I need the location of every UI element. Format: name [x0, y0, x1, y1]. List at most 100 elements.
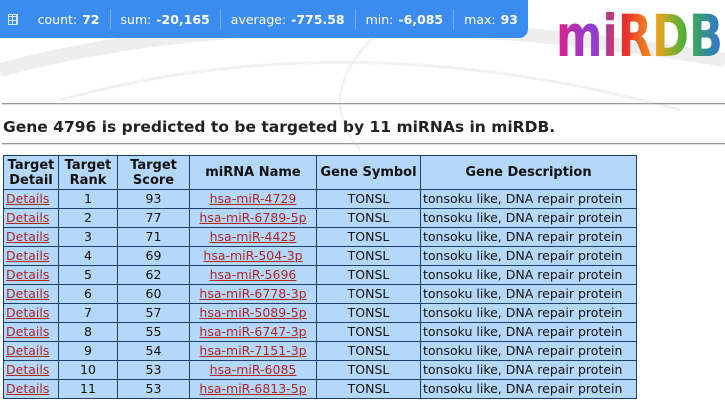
table-cell: hsa-miR-4729: [189, 189, 317, 209]
cell-text: 77: [145, 210, 162, 225]
cell-text: 6: [84, 286, 92, 301]
table-cell: TONSL: [316, 360, 421, 380]
mirna-link[interactable]: hsa-miR-6085: [209, 362, 297, 377]
details-link[interactable]: Details: [6, 191, 50, 206]
table-body: Details 1 93 hsa-miR-4729 TONSL tonsoku like,…: [3, 189, 637, 399]
cell-text: tonsoku like, DNA repair protein: [423, 248, 623, 263]
column-header: Target Rank: [58, 155, 118, 190]
table-cell: tonsoku like, DNA repair protein: [420, 360, 637, 380]
mirna-link[interactable]: hsa-miR-5696: [209, 267, 297, 282]
details-link[interactable]: Details: [6, 324, 50, 339]
status-value: -775.58: [291, 11, 345, 27]
table-cell: 69: [117, 246, 190, 266]
table-cell: 77: [117, 208, 190, 228]
cell-text: tonsoku like, DNA repair protein: [423, 305, 623, 320]
table-cell: 11: [58, 379, 118, 399]
table-row: Details 10 53 hsa-miR-6085 TONSL tonsoku like…: [3, 360, 637, 380]
details-link[interactable]: Details: [6, 381, 50, 396]
table-cell: TONSL: [316, 227, 421, 247]
table-cell: 8: [58, 322, 118, 342]
table-cell: 6: [58, 284, 118, 304]
cell-text: 5: [84, 267, 92, 282]
column-header: Target Score: [117, 155, 190, 190]
status-label: sum:: [120, 11, 152, 27]
logo-text: miRDB: [556, 2, 723, 64]
column-header: Gene Symbol: [316, 155, 421, 190]
heading: Gene 4796 is predicted to be targeted by…: [3, 118, 556, 136]
table-row: Details 1 93 hsa-miR-4729 TONSL tonsoku like,…: [3, 189, 637, 209]
column-header: miRNA Name: [189, 155, 317, 190]
cell-text: 57: [145, 305, 162, 320]
cell-text: TONSL: [347, 305, 390, 320]
table-cell: 62: [117, 265, 190, 285]
table-cell: 55: [117, 322, 190, 342]
status-item: min: -6,085: [356, 9, 455, 29]
table-cell: Details: [3, 246, 59, 266]
table-cell: 53: [117, 379, 190, 399]
mirna-link[interactable]: hsa-miR-6747-3p: [199, 324, 307, 339]
cell-text: tonsoku like, DNA repair protein: [423, 324, 623, 339]
table-cell: 2: [58, 208, 118, 228]
table-cell: Details: [3, 379, 59, 399]
mirna-link[interactable]: hsa-miR-5089-5p: [199, 305, 307, 320]
table-cell: hsa-miR-504-3p: [189, 246, 317, 266]
cell-text: 93: [145, 191, 162, 206]
table-cell: Details: [3, 284, 59, 304]
details-link[interactable]: Details: [6, 286, 50, 301]
table-cell: TONSL: [316, 284, 421, 304]
table-cell: TONSL: [316, 322, 421, 342]
status-value: 72: [82, 11, 100, 27]
cell-text: 8: [84, 324, 92, 339]
details-link[interactable]: Details: [6, 248, 50, 263]
cell-text: TONSL: [347, 324, 390, 339]
table-cell: TONSL: [316, 265, 421, 285]
details-link[interactable]: Details: [6, 229, 50, 244]
table-row: Details 4 69 hsa-miR-504-3p TONSL tonsoku lik…: [3, 246, 637, 266]
table-cell: hsa-miR-5696: [189, 265, 317, 285]
table-cell: 7: [58, 303, 118, 323]
cell-text: 10: [80, 362, 96, 377]
details-link[interactable]: Details: [6, 362, 50, 377]
table-cell: hsa-miR-6085: [189, 360, 317, 380]
table-cell: tonsoku like, DNA repair protein: [420, 246, 637, 266]
table-row: Details 3 71 hsa-miR-4425 TONSL tonsoku like,…: [3, 227, 637, 247]
status-bar: count: 72 sum: -20,165 average: -775.58 min: -6…: [0, 0, 528, 38]
table-cell: 3: [58, 227, 118, 247]
cell-text: TONSL: [347, 229, 390, 244]
status-label: max:: [464, 11, 496, 27]
mirna-link[interactable]: hsa-miR-6778-3p: [199, 286, 307, 301]
cell-text: 9: [84, 343, 92, 358]
table-cell: tonsoku like, DNA repair protein: [420, 284, 637, 304]
table-cell: hsa-miR-6747-3p: [189, 322, 317, 342]
mirna-link[interactable]: hsa-miR-504-3p: [203, 248, 303, 263]
table-cell: TONSL: [316, 341, 421, 361]
table-cell: 71: [117, 227, 190, 247]
details-link[interactable]: Details: [6, 210, 50, 225]
cell-text: TONSL: [347, 343, 390, 358]
cell-text: 1: [84, 191, 92, 206]
mirna-link[interactable]: hsa-miR-7151-3p: [199, 343, 307, 358]
header-row: Target Detail Target Rank Target Score miRN…: [3, 155, 637, 190]
mirna-link[interactable]: hsa-miR-6813-5p: [199, 381, 307, 396]
status-value: 93: [500, 11, 518, 27]
details-link[interactable]: Details: [6, 343, 50, 358]
table-row: Details 8 55 hsa-miR-6747-3p TONSL tonsoku li…: [3, 322, 637, 342]
table-row: Details 5 62 hsa-miR-5696 TONSL tonsoku like,…: [3, 265, 637, 285]
status-label: average:: [230, 11, 287, 27]
table-cell: TONSL: [316, 246, 421, 266]
cell-text: tonsoku like, DNA repair protein: [423, 229, 623, 244]
details-link[interactable]: Details: [6, 305, 50, 320]
table-cell: TONSL: [316, 189, 421, 209]
mirna-link[interactable]: hsa-miR-6789-5p: [199, 210, 307, 225]
table-cell: tonsoku like, DNA repair protein: [420, 265, 637, 285]
cell-text: TONSL: [347, 248, 390, 263]
mirna-link[interactable]: hsa-miR-4425: [209, 229, 297, 244]
cell-text: tonsoku like, DNA repair protein: [423, 267, 623, 282]
column-header: Gene Description: [420, 155, 637, 190]
details-link[interactable]: Details: [6, 267, 50, 282]
table-cell: tonsoku like, DNA repair protein: [420, 227, 637, 247]
cell-text: 54: [145, 343, 162, 358]
mirna-link[interactable]: hsa-miR-4729: [209, 191, 297, 206]
cell-text: 2: [84, 210, 92, 225]
status-label: count:: [37, 11, 78, 27]
